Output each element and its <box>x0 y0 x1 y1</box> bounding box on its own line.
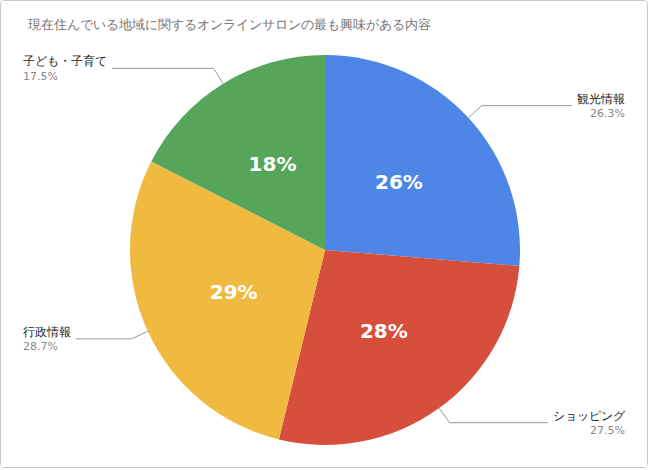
svg-text:27.5%: 27.5% <box>590 424 625 437</box>
svg-text:観光情報: 観光情報 <box>577 92 625 106</box>
svg-text:29%: 29% <box>210 280 258 304</box>
svg-text:子ども・子育て: 子ども・子育て <box>23 54 107 68</box>
svg-text:17.5%: 17.5% <box>23 70 58 83</box>
svg-text:18%: 18% <box>249 152 297 176</box>
svg-text:28.7%: 28.7% <box>23 340 58 353</box>
svg-text:現在住んでいる地域に関するオンラインサロンの最も興味がある内: 現在住んでいる地域に関するオンラインサロンの最も興味がある内容 <box>28 17 431 32</box>
svg-text:26%: 26% <box>375 170 423 194</box>
svg-text:ショッピング: ショッピング <box>553 409 626 423</box>
svg-text:28%: 28% <box>360 319 408 343</box>
svg-text:行政情報: 行政情報 <box>23 325 71 339</box>
svg-text:26.3%: 26.3% <box>590 107 625 120</box>
